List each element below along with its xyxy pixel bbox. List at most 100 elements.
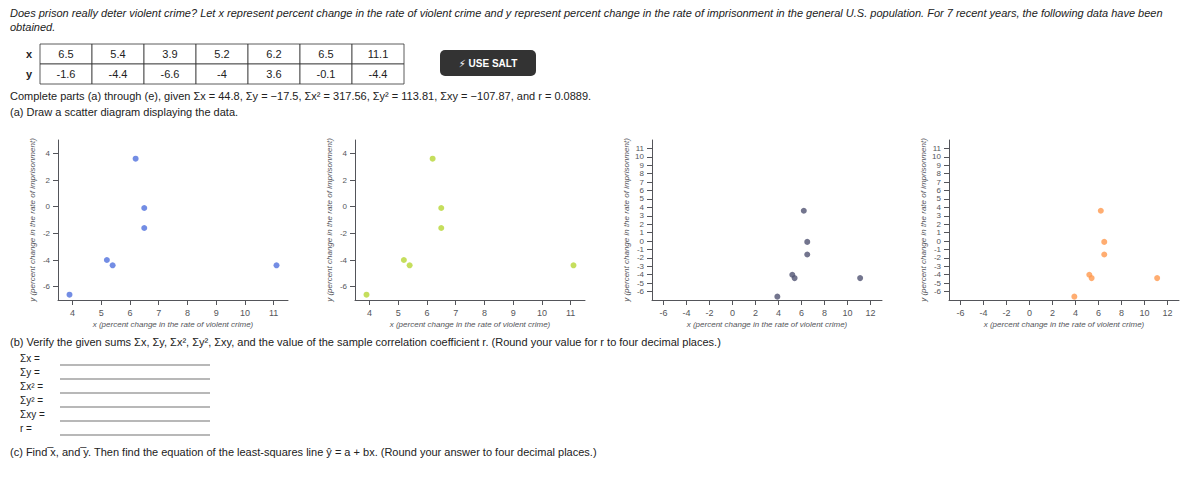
svg-text:2: 2: [937, 220, 942, 229]
svg-text:-2: -2: [637, 253, 645, 262]
svg-text:Σxy =: Σxy =: [20, 409, 45, 420]
svg-text:Σy =: Σy =: [20, 367, 40, 378]
svg-text:9: 9: [640, 161, 645, 170]
svg-text:-5: -5: [637, 279, 645, 288]
svg-text:7: 7: [640, 178, 645, 187]
svg-text:obtained.: obtained.: [10, 21, 55, 33]
svg-text:5.4: 5.4: [110, 48, 125, 60]
svg-text:7: 7: [937, 178, 942, 187]
svg-text:11: 11: [933, 144, 942, 153]
svg-text:8: 8: [482, 308, 487, 318]
svg-text:12: 12: [865, 308, 875, 318]
svg-text:9: 9: [937, 161, 942, 170]
svg-text:-6: -6: [934, 287, 942, 296]
svg-text:-3: -3: [934, 262, 942, 271]
svg-text:11.1: 11.1: [368, 48, 389, 60]
svg-text:Complete parts (a) through (e): Complete parts (a) through (e), given Σx…: [10, 90, 591, 102]
svg-text:3: 3: [640, 211, 645, 220]
svg-text:(c) Find ̅x, and ̅y. Then find: (c) Find ̅x, and ̅y. Then find the equat…: [10, 446, 597, 458]
svg-text:-4: -4: [340, 256, 348, 265]
svg-text:(b) Verify the given sums Σx,: (b) Verify the given sums Σx, Σy, Σx², Σ…: [10, 336, 721, 348]
svg-text:6: 6: [424, 308, 429, 318]
svg-text:y (percent change in the rate: y (percent change in the rate of impriso…: [28, 138, 37, 303]
svg-text:0: 0: [1027, 308, 1032, 318]
svg-text:10: 10: [240, 308, 250, 318]
svg-text:2: 2: [1050, 308, 1055, 318]
svg-text:9: 9: [214, 308, 219, 318]
svg-text:6: 6: [127, 308, 132, 318]
svg-text:Does prison really deter viole: Does prison really deter violent crime? …: [10, 7, 1166, 19]
svg-text:4: 4: [46, 149, 51, 158]
svg-text:r =: r =: [20, 423, 32, 434]
svg-text:-6: -6: [43, 282, 51, 291]
svg-text:-4: -4: [934, 270, 942, 279]
svg-text:-5: -5: [934, 279, 942, 288]
svg-text:x (percent change in the rate: x (percent change in the rate of violent…: [686, 320, 848, 329]
svg-text:x (percent change in the rate: x (percent change in the rate of violent…: [389, 320, 551, 329]
svg-text:-2: -2: [340, 229, 348, 238]
svg-text:10: 10: [537, 308, 547, 318]
svg-text:0: 0: [937, 237, 942, 246]
svg-text:0: 0: [730, 308, 735, 318]
svg-text:3.9: 3.9: [162, 48, 177, 60]
svg-text:x (percent change in the rate: x (percent change in the rate of violent…: [983, 320, 1145, 329]
svg-text:11: 11: [636, 144, 645, 153]
svg-text:y (percent change in the rate: y (percent change in the rate of impriso…: [919, 138, 928, 303]
svg-text:x: x: [26, 48, 33, 60]
svg-text:0: 0: [640, 237, 645, 246]
svg-text:-6: -6: [956, 308, 964, 318]
svg-text:⚡ USE SALT: ⚡ USE SALT: [459, 58, 518, 69]
svg-text:7: 7: [156, 308, 161, 318]
svg-text:2: 2: [753, 308, 758, 318]
svg-text:-4.4: -4.4: [369, 68, 388, 80]
svg-text:x (percent change in the rate: x (percent change in the rate of violent…: [92, 320, 254, 329]
svg-text:4: 4: [70, 308, 75, 318]
svg-text:1: 1: [937, 228, 942, 237]
svg-text:8: 8: [937, 169, 942, 178]
svg-text:-4: -4: [217, 68, 227, 80]
svg-text:3: 3: [937, 211, 942, 220]
svg-text:Σy² =: Σy² =: [20, 395, 43, 406]
svg-text:-6: -6: [659, 308, 667, 318]
svg-text:4: 4: [367, 308, 372, 318]
svg-text:-4: -4: [43, 256, 51, 265]
svg-text:6.5: 6.5: [318, 48, 333, 60]
svg-text:Σx =: Σx =: [20, 353, 40, 364]
svg-text:4: 4: [1073, 308, 1078, 318]
svg-text:y (percent change in the rate: y (percent change in the rate of impriso…: [622, 138, 631, 303]
svg-text:-2: -2: [1002, 308, 1010, 318]
svg-text:-4: -4: [979, 308, 987, 318]
svg-text:8: 8: [185, 308, 190, 318]
svg-text:(a) Draw a scatter diagram dis: (a) Draw a scatter diagram displaying th…: [10, 106, 238, 118]
svg-text:6: 6: [799, 308, 804, 318]
svg-text:2: 2: [46, 176, 51, 185]
svg-text:2: 2: [640, 220, 645, 229]
svg-text:6: 6: [937, 186, 942, 195]
svg-text:-1: -1: [637, 245, 645, 254]
svg-text:6: 6: [640, 186, 645, 195]
svg-text:-2: -2: [934, 253, 942, 262]
svg-text:9: 9: [511, 308, 516, 318]
svg-text:-6.6: -6.6: [161, 68, 180, 80]
svg-text:-0.1: -0.1: [317, 68, 336, 80]
svg-text:-3: -3: [637, 262, 645, 271]
svg-text:-4: -4: [682, 308, 690, 318]
svg-text:4: 4: [640, 203, 645, 212]
svg-text:4: 4: [937, 203, 942, 212]
svg-text:8: 8: [1119, 308, 1124, 318]
svg-text:11: 11: [566, 308, 575, 318]
svg-text:3.6: 3.6: [266, 68, 281, 80]
svg-text:2: 2: [343, 176, 348, 185]
svg-text:12: 12: [1162, 308, 1172, 318]
svg-text:-4.4: -4.4: [109, 68, 128, 80]
svg-text:10: 10: [842, 308, 852, 318]
svg-text:5: 5: [99, 308, 104, 318]
svg-text:10: 10: [1139, 308, 1149, 318]
svg-text:y (percent change in the rate: y (percent change in the rate of impriso…: [325, 138, 334, 303]
svg-text:5.2: 5.2: [214, 48, 229, 60]
svg-text:6.5: 6.5: [58, 48, 73, 60]
svg-text:-2: -2: [705, 308, 713, 318]
svg-text:-4: -4: [637, 270, 645, 279]
svg-text:8: 8: [640, 169, 645, 178]
svg-text:10: 10: [932, 152, 941, 161]
